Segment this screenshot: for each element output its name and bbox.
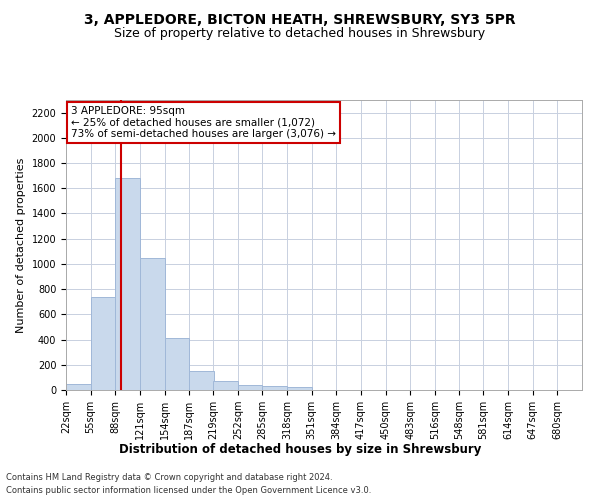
Bar bbox=[91, 296, 115, 390]
Y-axis label: Number of detached properties: Number of detached properties bbox=[16, 158, 26, 332]
Text: 3, APPLEDORE, BICTON HEATH, SHREWSBURY, SY3 5PR: 3, APPLEDORE, BICTON HEATH, SHREWSBURY, … bbox=[84, 12, 516, 26]
Bar bbox=[140, 258, 164, 390]
Bar bbox=[66, 384, 91, 390]
Bar bbox=[115, 178, 140, 390]
Text: Contains public sector information licensed under the Open Government Licence v3: Contains public sector information licen… bbox=[6, 486, 371, 495]
Bar bbox=[213, 380, 238, 390]
Bar bbox=[287, 387, 311, 390]
Text: Contains HM Land Registry data © Crown copyright and database right 2024.: Contains HM Land Registry data © Crown c… bbox=[6, 472, 332, 482]
Text: Size of property relative to detached houses in Shrewsbury: Size of property relative to detached ho… bbox=[115, 28, 485, 40]
Bar bbox=[189, 371, 214, 390]
Bar bbox=[164, 338, 189, 390]
Bar bbox=[262, 386, 287, 390]
Text: Distribution of detached houses by size in Shrewsbury: Distribution of detached houses by size … bbox=[119, 442, 481, 456]
Text: 3 APPLEDORE: 95sqm
← 25% of detached houses are smaller (1,072)
73% of semi-deta: 3 APPLEDORE: 95sqm ← 25% of detached hou… bbox=[71, 106, 336, 139]
Bar bbox=[238, 385, 262, 390]
